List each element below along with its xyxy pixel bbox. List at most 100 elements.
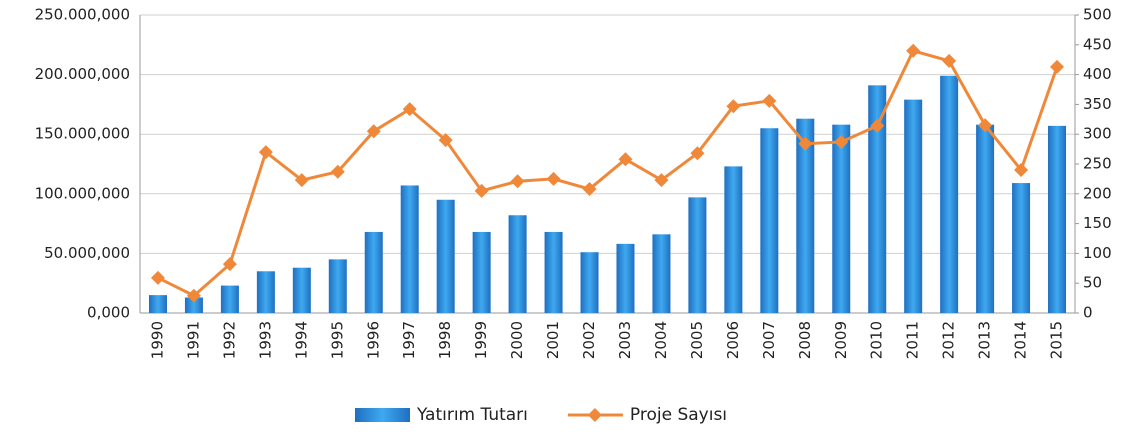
marker [366,124,381,139]
x-tick-label: 2000 [508,321,526,359]
x-tick-label: 1995 [328,321,346,359]
bar [724,166,743,313]
marker [546,171,561,186]
y-tick-label: 100.000,000 [35,184,130,202]
marker [438,133,453,148]
x-tick-label: 2001 [544,321,562,359]
y2-tick-label: 500 [1083,6,1112,24]
x-tick-label: 1991 [184,321,202,359]
x-tick-label: 2002 [580,321,598,359]
marker [834,134,849,149]
legend-swatch [355,408,410,422]
x-tick-label: 1998 [436,321,454,359]
x-tick-label: 2008 [796,321,814,359]
legend-label: Yatırım Tutarı [416,405,528,425]
bar [148,295,167,313]
y2-tick-label: 350 [1083,95,1112,113]
marker [222,257,237,272]
bar [760,128,779,313]
marker [690,146,705,161]
bar [580,252,599,313]
bar [436,199,455,313]
marker [1014,162,1029,177]
x-tick-label: 2012 [940,321,958,359]
y2-tick-label: 300 [1083,125,1112,143]
marker [906,43,921,58]
x-tick-label: 2007 [760,321,778,359]
bar [940,75,959,314]
y-tick-label: 250.000,000 [35,6,130,24]
marker [762,93,777,108]
y2-tick-label: 200 [1083,184,1112,202]
marker [870,118,885,133]
y2-tick-label: 50 [1083,274,1102,292]
y2-tick-label: 150 [1083,214,1112,232]
x-tick-label: 2004 [652,321,670,359]
bar [220,285,239,313]
bar [796,118,815,313]
marker [978,118,993,133]
bar [976,124,995,313]
x-tick-label: 2014 [1012,321,1030,359]
marker [618,152,633,167]
x-tick-label: 2011 [904,321,922,359]
bar [544,231,563,313]
y-tick-label: 50.000,000 [44,244,130,262]
x-tick-label: 1997 [400,321,418,359]
marker [474,183,489,198]
marker [1050,59,1065,74]
marker [294,173,309,188]
x-tick-label: 1994 [292,321,310,359]
x-tick-label: 1996 [364,321,382,359]
x-tick-label: 2009 [832,321,850,359]
bar [328,259,347,313]
marker [942,53,957,68]
x-tick-label: 1999 [472,321,490,359]
x-tick-label: 1993 [256,321,274,359]
bar [1048,125,1067,313]
bar [364,231,383,313]
bar [904,99,923,313]
marker [402,102,417,117]
bar [256,271,275,313]
x-tick-label: 2010 [868,321,886,359]
x-tick-label: 2005 [688,321,706,359]
bar [292,267,311,313]
x-tick-label: 1990 [148,321,166,359]
y2-tick-label: 250 [1083,155,1112,173]
marker [654,173,669,188]
x-tick-label: 2015 [1048,321,1066,359]
marker [582,182,597,197]
marker [258,145,273,160]
y2-tick-label: 100 [1083,244,1112,262]
bar [688,197,707,313]
bar [184,297,203,313]
marker [798,136,813,151]
bar [1012,183,1031,313]
marker [330,164,345,179]
legend-label: Proje Sayısı [630,405,727,425]
x-tick-label: 2013 [976,321,994,359]
marker [186,288,201,303]
bar [508,215,527,313]
marker [510,174,525,189]
bar [472,231,491,313]
x-tick-label: 2003 [616,321,634,359]
y2-tick-label: 450 [1083,35,1112,53]
line [157,48,1059,298]
bar [652,234,671,313]
y2-tick-label: 400 [1083,65,1112,83]
bar [616,243,635,313]
marker [726,99,741,114]
marker [150,270,165,285]
bar [832,124,851,313]
x-tick-label: 2006 [724,321,742,359]
y-tick-label: 0,000 [87,304,130,322]
y-tick-label: 150.000,000 [35,125,130,143]
bar [400,185,419,313]
legend-swatch [587,408,602,422]
y-tick-label: 200.000,000 [35,65,130,83]
y2-tick-label: 0 [1083,304,1093,322]
bar [868,85,887,313]
